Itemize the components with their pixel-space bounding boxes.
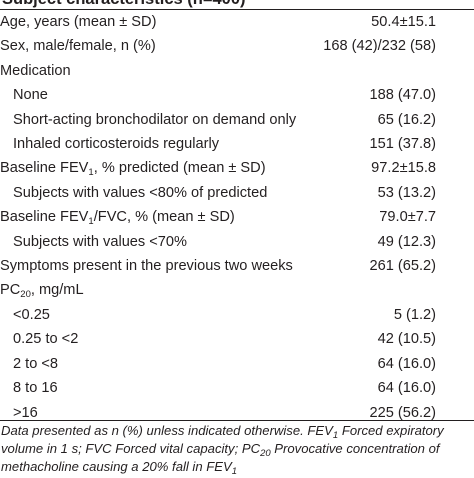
row-value: 261 (65.2) xyxy=(369,258,436,275)
row-label-text: >16 xyxy=(13,404,38,421)
row-label-text: Short-acting bronchodilator on demand on… xyxy=(13,111,297,128)
row-value: 168 (42)/232 (58) xyxy=(323,38,436,55)
row-label-text: 8 to 16 xyxy=(13,380,58,397)
footnote-text-2: Forced expiratory volume in 1 s; FVC For… xyxy=(1,423,444,457)
header-rule xyxy=(0,9,474,10)
row-label: Baseline FEV1, % predicted (mean ± SD) xyxy=(0,156,314,180)
row-value xyxy=(314,278,474,302)
table-row: <0.25 5 (1.2) xyxy=(0,303,474,327)
table-row: Baseline FEV1/FVC, % (mean ± SD) 79.0±7.7 xyxy=(0,205,474,229)
row-value: 53 (13.2) xyxy=(377,184,436,201)
row-label-text: PC xyxy=(0,282,21,299)
table-row: 2 to <8 64 (16.0) xyxy=(0,352,474,376)
row-label: Baseline FEV1/FVC, % (mean ± SD) xyxy=(0,205,314,229)
table-title: Subject characteristics (n=400) xyxy=(2,0,246,9)
table-row: None 188 (47.0) xyxy=(0,83,474,107)
table-row: Sex, male/female, n (%) 168 (42)/232 (58) xyxy=(0,34,474,58)
row-label-text: Medication xyxy=(0,62,71,79)
row-label-text: 0.25 to <2 xyxy=(13,331,79,348)
row-label-text: Symptoms present in the previous two wee… xyxy=(0,258,293,275)
footnote-sub-3: 1 xyxy=(231,466,238,478)
row-label-suffix: /FVC, % (mean ± SD) xyxy=(93,209,235,226)
row-label: 0.25 to <2 xyxy=(0,327,314,351)
bottom-rule xyxy=(0,420,474,422)
row-label-text: Age, years (mean ± SD) xyxy=(0,14,157,30)
row-label: Symptoms present in the previous two wee… xyxy=(0,254,314,278)
table-row: Inhaled corticosteroids regularly 151 (37… xyxy=(0,132,474,156)
row-label-text: Subjects with values <70% xyxy=(13,233,188,250)
row-value: 225 (56.2) xyxy=(369,404,436,421)
row-label: Subjects with values <70% xyxy=(0,230,314,254)
row-label: Subjects with values <80% of predicted xyxy=(0,181,314,205)
table-row: >16 225 (56.2) xyxy=(0,401,474,425)
row-label-subscript: 1 xyxy=(88,216,94,228)
footnote-sub-2: 20 xyxy=(260,448,271,460)
table-row: Symptoms present in the previous two wee… xyxy=(0,254,474,278)
row-label-text: None xyxy=(13,87,48,104)
row-label-text: <0.25 xyxy=(13,306,50,323)
row-value: 97.2±15.8 xyxy=(371,160,436,177)
row-label: Medication xyxy=(0,59,314,83)
row-label: Short-acting bronchodilator on demand on… xyxy=(0,108,314,132)
row-value: 151 (37.8) xyxy=(369,136,436,153)
row-label-text: Subjects with values <80% of predicted xyxy=(13,184,268,201)
row-label-text: Baseline FEV xyxy=(0,209,89,226)
row-value: 50.4±15.1 xyxy=(371,14,436,30)
row-value xyxy=(314,59,474,83)
row-label: PC20, mg/mL xyxy=(0,278,314,302)
table-footnote: Data presented as n (%) unless indicated… xyxy=(1,422,473,477)
table-row: Medication xyxy=(0,59,474,83)
row-label-text: Baseline FEV xyxy=(0,160,89,177)
footnote-sub-1: 1 xyxy=(332,430,339,441)
row-label-text: 2 to <8 xyxy=(13,355,59,372)
table-row: Age, years (mean ± SD) 50.4±15.1 xyxy=(0,10,474,34)
row-label-text: Sex, male/female, n (%) xyxy=(0,38,156,55)
row-label: Inhaled corticosteroids regularly xyxy=(0,132,314,156)
row-label: 8 to 16 xyxy=(0,376,314,400)
row-value: 5 (1.2) xyxy=(393,306,436,323)
row-value: 49 (12.3) xyxy=(377,233,436,250)
row-value: 188 (47.0) xyxy=(369,87,436,104)
table-row: Subjects with values <70% 49 (12.3) xyxy=(0,230,474,254)
row-value: 64 (16.0) xyxy=(377,355,436,372)
characteristics-table: Age, years (mean ± SD) 50.4±15.1 Sex, male… xyxy=(0,10,474,425)
row-value: 42 (10.5) xyxy=(377,331,436,348)
table-row: PC20, mg/mL xyxy=(0,278,474,302)
footnote-text-1: Data presented as n (%) unless indicated… xyxy=(1,423,333,438)
row-value: 64 (16.0) xyxy=(377,380,436,397)
table-row: 0.25 to <2 42 (10.5) xyxy=(0,327,474,351)
table-row: Baseline FEV1, % predicted (mean ± SD) 97… xyxy=(0,156,474,180)
row-label-text: Inhaled corticosteroids regularly xyxy=(13,136,220,153)
row-label: >16 xyxy=(0,401,314,425)
row-label-suffix: , mg/mL xyxy=(30,282,84,299)
row-label: None xyxy=(0,83,314,107)
row-label: 2 to <8 xyxy=(0,352,314,376)
row-label: Sex, male/female, n (%) xyxy=(0,34,314,58)
table-row: Subjects with values <80% of predicted 53… xyxy=(0,181,474,205)
row-label-suffix: , % predicted (mean ± SD) xyxy=(93,160,266,177)
row-label-subscript: 1 xyxy=(88,167,94,179)
row-label: <0.25 xyxy=(0,303,314,327)
row-label: Age, years (mean ± SD) xyxy=(0,10,314,34)
table-row: Short-acting bronchodilator on demand on… xyxy=(0,108,474,132)
footnote-text-3: Provocative concentration of methacholin… xyxy=(1,441,440,475)
table-body: Age, years (mean ± SD) 50.4±15.1 Sex, male… xyxy=(0,10,474,425)
table-row: 8 to 16 64 (16.0) xyxy=(0,376,474,400)
row-value: 65 (16.2) xyxy=(377,111,436,128)
row-value: 79.0±7.7 xyxy=(379,209,436,226)
row-label-subscript: 20 xyxy=(20,289,31,301)
